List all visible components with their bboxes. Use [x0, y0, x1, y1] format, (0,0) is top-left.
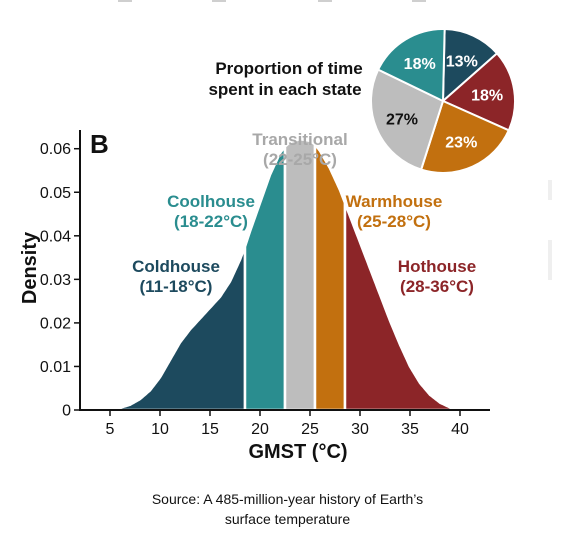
cropped-remnant-marks [118, 0, 552, 280]
coldhouse-range: (11-18°C) [140, 277, 213, 296]
x-tick-label: 10 [151, 421, 169, 438]
pie-slice [441, 27, 499, 104]
panel-label: B [90, 129, 109, 159]
coolhouse-label: Coolhouse [167, 192, 255, 211]
axes [79, 130, 490, 411]
y-tick-label: 0.01 [40, 359, 71, 376]
y-ticks: 0 0.01 0.02 0.03 0.04 0.05 0.06 [40, 141, 80, 420]
pie-slice [376, 28, 446, 103]
x-tick-label: 20 [251, 421, 269, 438]
pie-slice-label: 23% [445, 135, 477, 152]
y-tick-label: 0.03 [40, 272, 71, 289]
x-tick-label: 30 [351, 421, 369, 438]
pie-slice-label: 18% [404, 56, 436, 73]
pie-chart: 13% 18% 23% 27% 18% [370, 27, 516, 174]
y-tick-label: 0 [62, 403, 71, 420]
x-tick-label: 40 [451, 421, 469, 438]
x-tick-label: 15 [201, 421, 219, 438]
y-tick-label: 0.05 [40, 185, 71, 202]
source-note: Source: A 485-million-year history of Ea… [0, 489, 575, 529]
x-axis-title: GMST (°C) [248, 441, 347, 463]
area-transitional [283, 137, 317, 412]
warmhouse-label: Warmhouse [346, 192, 443, 211]
pie-title-line-1: Proportion of time [215, 59, 362, 78]
pie-title: Proportion of time spent in each state [208, 59, 362, 99]
source-line-1: Source: A 485-million-year history of Ea… [151, 491, 424, 507]
transitional-label: Transitional [252, 130, 347, 149]
pie-slice-label: 27% [386, 112, 418, 129]
pie-title-line-2: spent in each state [208, 80, 361, 99]
x-ticks: 5 10 15 20 25 30 35 40 [106, 410, 469, 438]
pie-slice-label: 13% [446, 54, 478, 71]
coolhouse-range: (18-22°C) [174, 212, 248, 231]
y-axis-title: Density [19, 231, 41, 304]
area-coolhouse [243, 145, 287, 412]
x-tick-label: 25 [301, 421, 319, 438]
y-tick-label: 0.06 [40, 141, 71, 158]
density-areas [108, 137, 462, 412]
coldhouse-label: Coldhouse [132, 257, 220, 276]
pie-slice [370, 68, 445, 171]
area-coldhouse [108, 245, 247, 412]
transitional-range: (22-25°C) [263, 150, 337, 169]
hothouse-label: Hothouse [398, 257, 476, 276]
hothouse-range: (28-36°C) [400, 277, 474, 296]
area-warmhouse [313, 143, 347, 412]
area-hothouse [343, 201, 462, 412]
warmhouse-range: (25-28°C) [357, 212, 431, 231]
pie-slice-label: 18% [471, 87, 503, 104]
y-tick-label: 0.02 [40, 315, 71, 332]
pie-slice [441, 51, 516, 132]
x-tick-label: 5 [106, 421, 115, 438]
pie-slice [419, 99, 511, 174]
y-tick-label: 0.04 [40, 228, 71, 245]
source-line-2: surface temperature [224, 511, 351, 527]
x-tick-label: 35 [401, 421, 419, 438]
state-labels: Coldhouse (11-18°C) Coolhouse (18-22°C) … [132, 130, 476, 296]
